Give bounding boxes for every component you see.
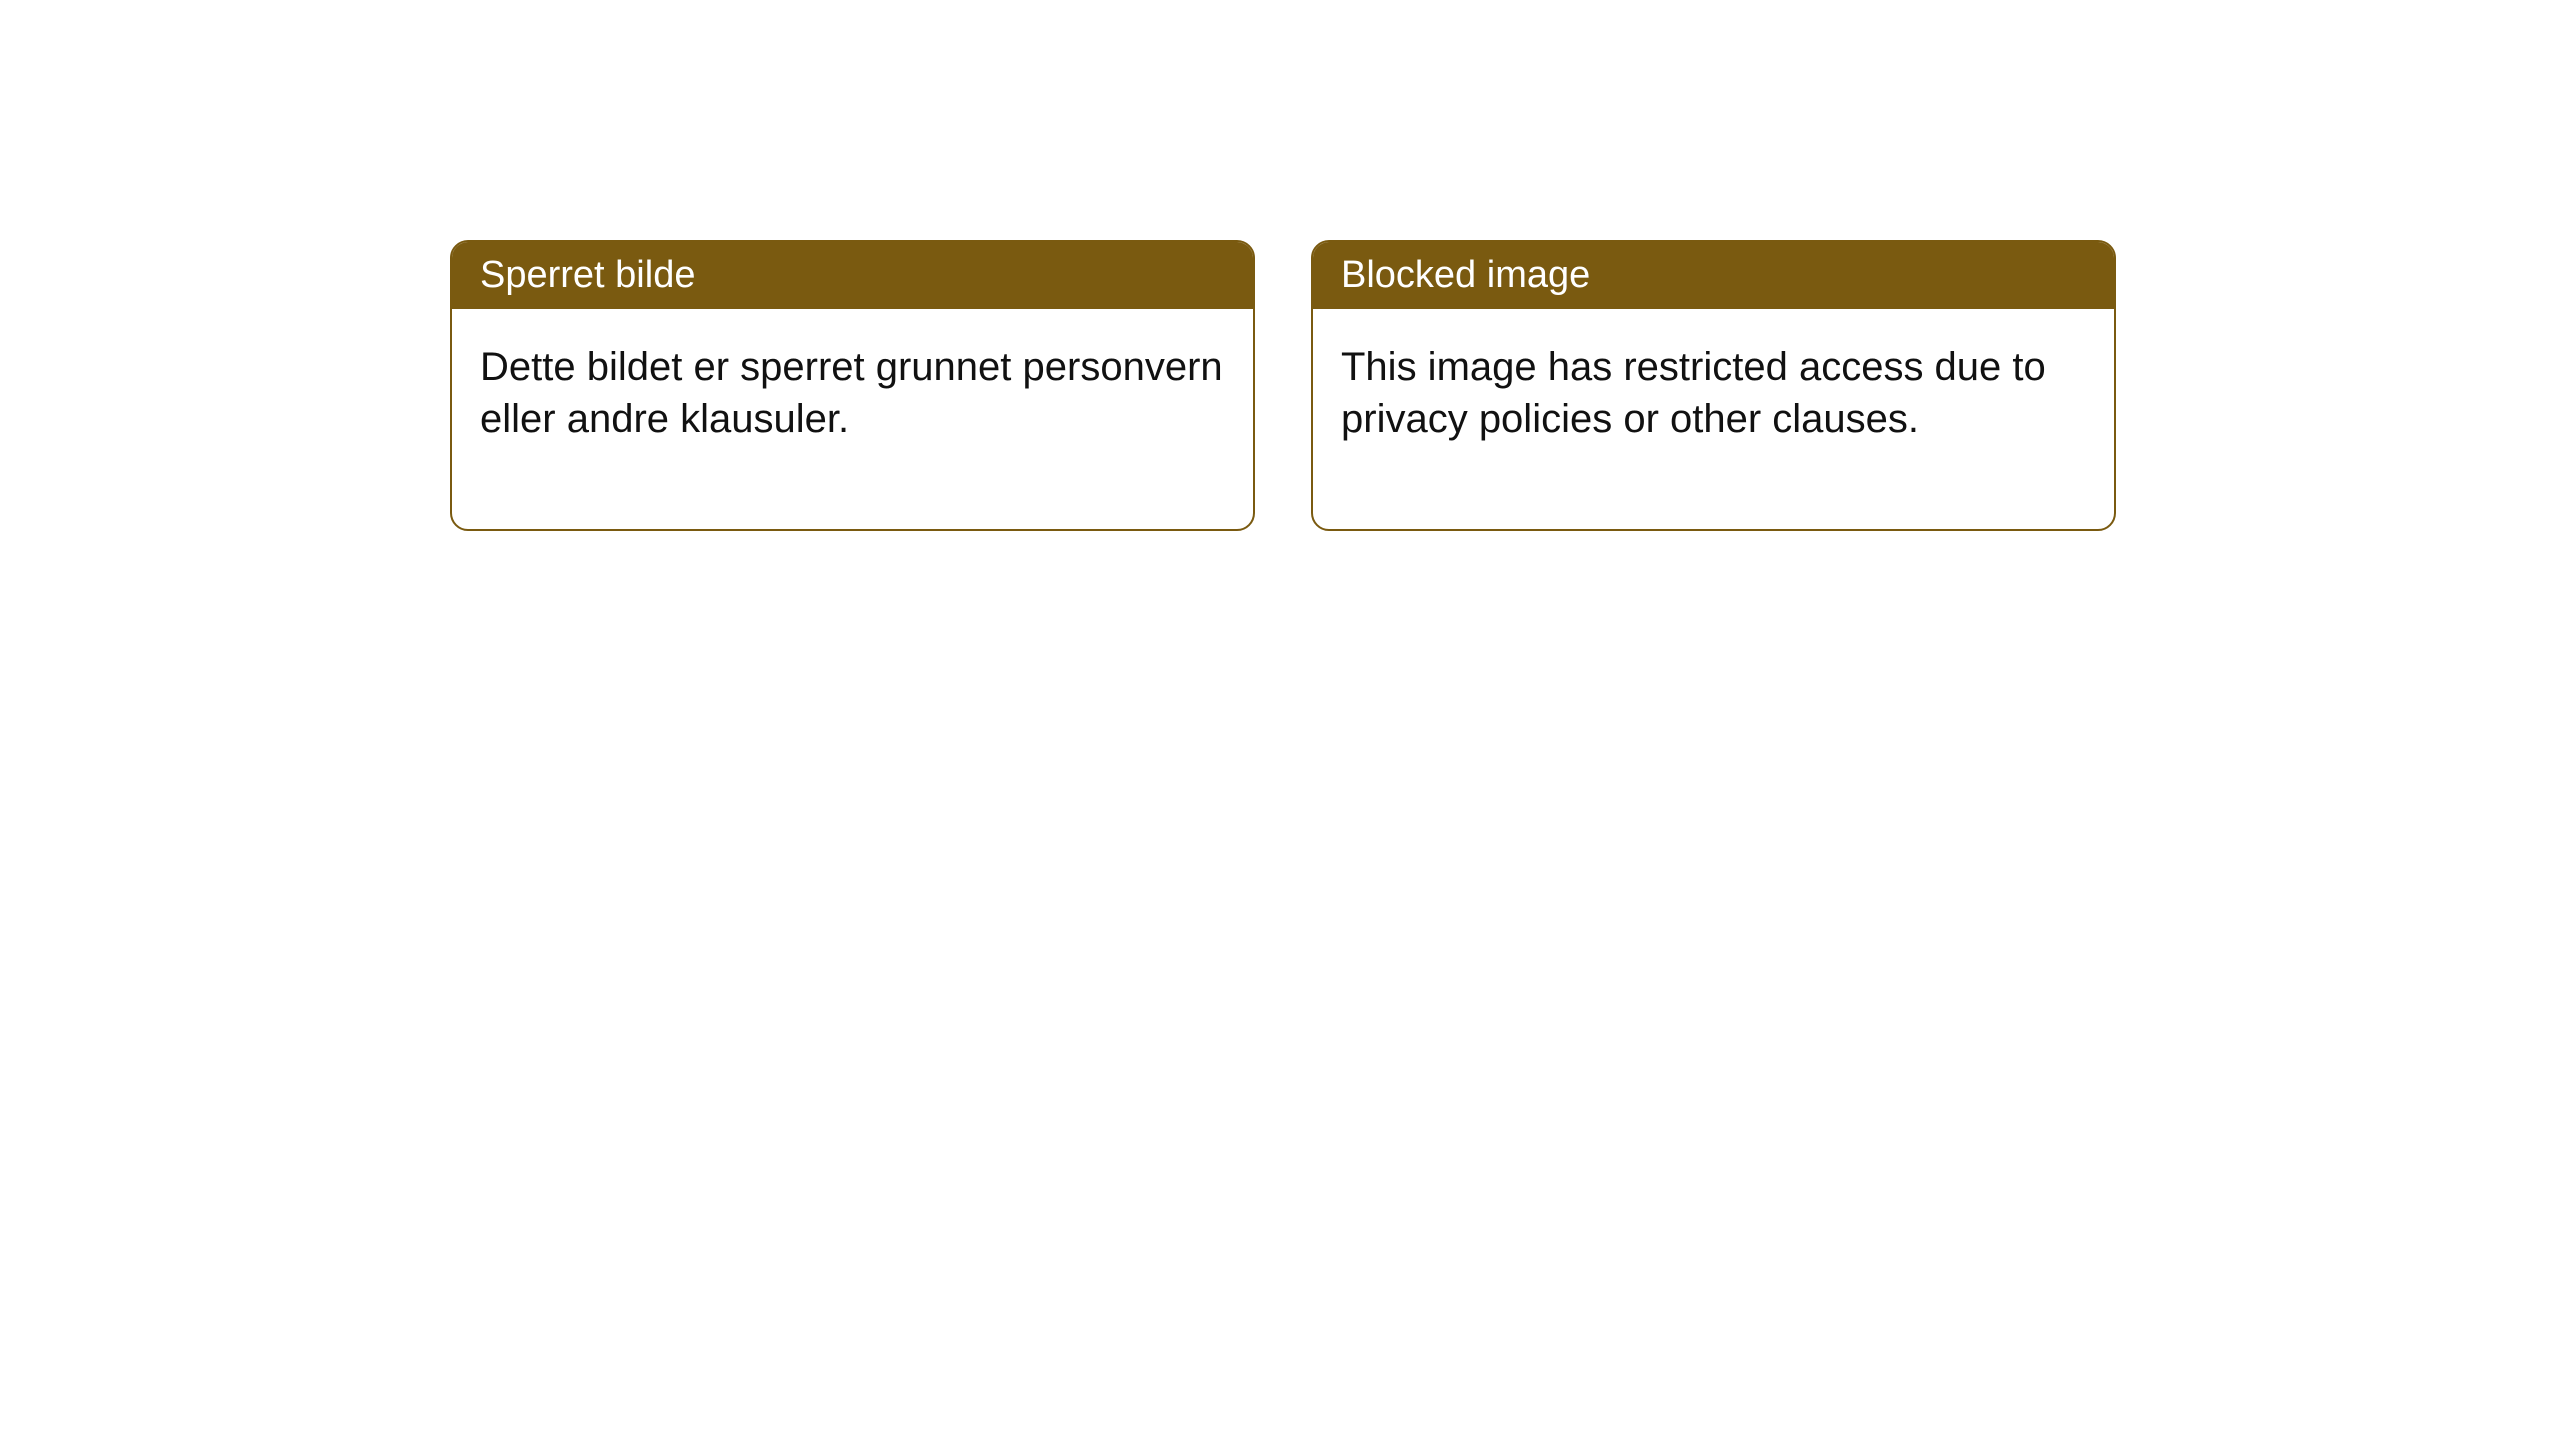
notice-title: Sperret bilde [480, 254, 695, 296]
notice-header: Blocked image [1313, 242, 2114, 309]
notice-body: Dette bildet er sperret grunnet personve… [452, 309, 1253, 529]
notice-text: This image has restricted access due to … [1341, 345, 2046, 441]
notice-header: Sperret bilde [452, 242, 1253, 309]
notice-title: Blocked image [1341, 254, 1590, 296]
notice-box-norwegian: Sperret bilde Dette bildet er sperret gr… [450, 240, 1255, 531]
notice-body: This image has restricted access due to … [1313, 309, 2114, 529]
notice-text: Dette bildet er sperret grunnet personve… [480, 345, 1223, 441]
notice-container: Sperret bilde Dette bildet er sperret gr… [450, 240, 2116, 531]
notice-box-english: Blocked image This image has restricted … [1311, 240, 2116, 531]
